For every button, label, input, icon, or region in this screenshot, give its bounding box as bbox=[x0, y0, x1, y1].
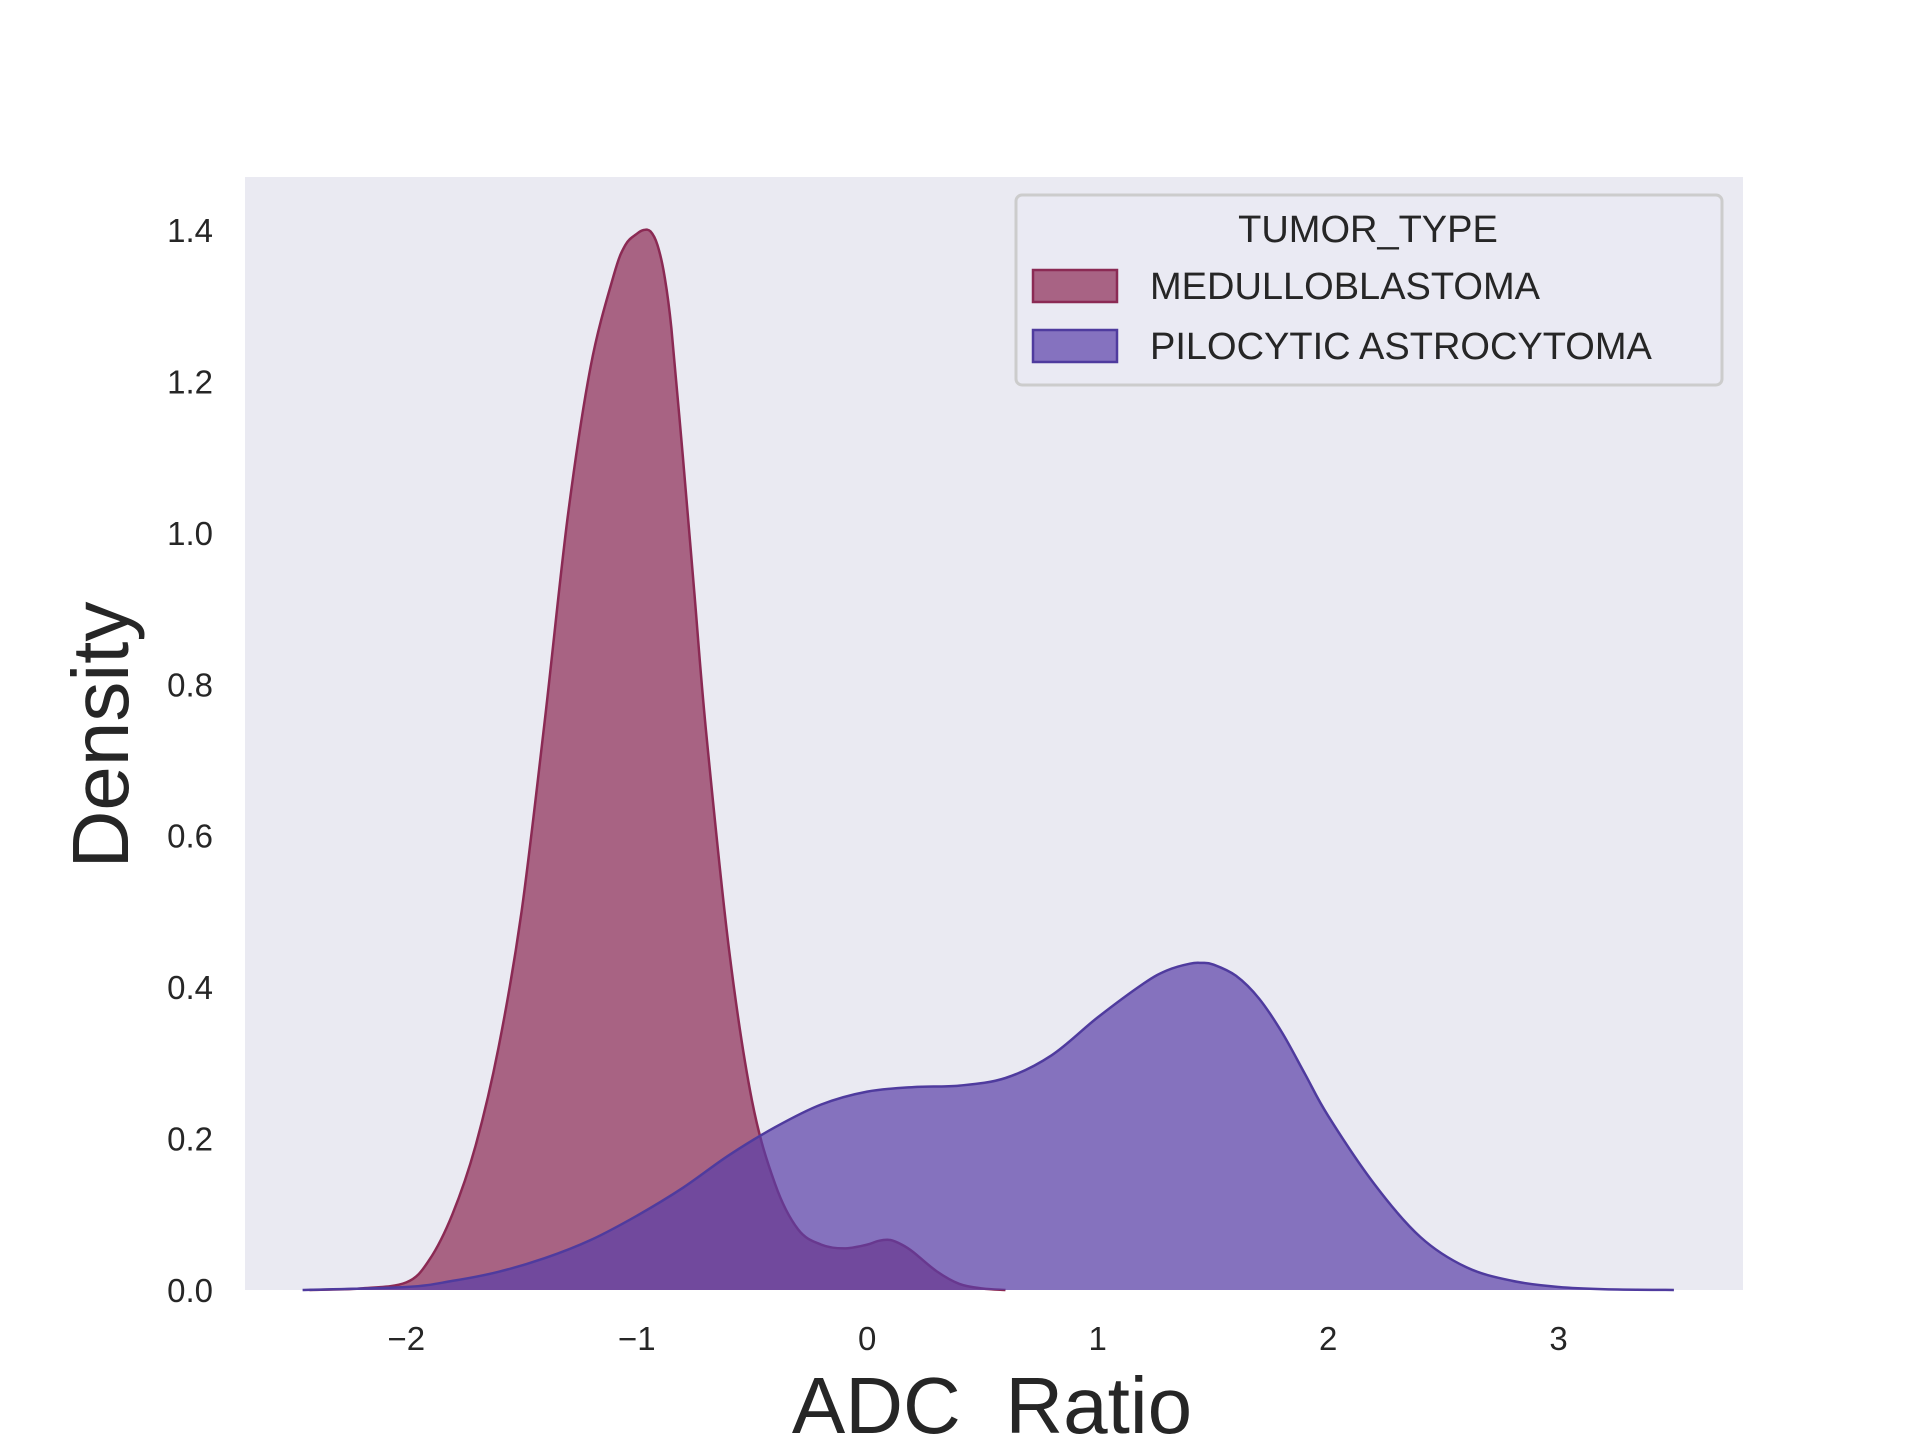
y-tick-label: 0.0 bbox=[167, 1272, 213, 1309]
y-tick-label: 1.0 bbox=[167, 515, 213, 552]
series-layer bbox=[302, 228, 1674, 1292]
y-tick-label: 1.4 bbox=[167, 212, 213, 249]
y-tick-label: 0.2 bbox=[167, 1121, 213, 1158]
y-tick-label: 0.6 bbox=[167, 818, 213, 855]
legend-title: TUMOR_TYPE bbox=[1238, 209, 1498, 251]
density-area-pilocytic-astrocytoma bbox=[302, 962, 1674, 1290]
legend-box bbox=[1014, 193, 1724, 387]
x-tick-label: 2 bbox=[1319, 1320, 1337, 1357]
legend-swatch-medulloblastoma bbox=[1031, 268, 1119, 304]
x-tick-label: 3 bbox=[1549, 1320, 1567, 1357]
density-line-pilocytic-astrocytoma bbox=[302, 961, 1674, 1292]
y-tick-label: 0.4 bbox=[167, 969, 213, 1006]
y-tick-label: 1.2 bbox=[167, 363, 213, 400]
x-tick-label: −2 bbox=[387, 1320, 425, 1357]
y-axis-title: Density bbox=[56, 602, 145, 869]
x-tick-label: 0 bbox=[858, 1320, 876, 1357]
x-tick-label: −1 bbox=[618, 1320, 656, 1357]
legend: TUMOR_TYPE MEDULLOBLASTOMA PILOCYTIC AST… bbox=[1014, 193, 1724, 387]
legend-swatch-pilocytic-astrocytoma bbox=[1031, 328, 1119, 364]
ticks-layer: −2 −1 0 1 2 3 0.0 0.2 0.4 0.6 0.8 1.0 1.2 1.4 bbox=[167, 212, 1568, 1357]
density-area-medulloblastoma bbox=[309, 229, 1006, 1290]
y-tick-label: 0.8 bbox=[167, 666, 213, 703]
legend-label-medulloblastoma: MEDULLOBLASTOMA bbox=[1150, 266, 1541, 308]
x-tick-label: 1 bbox=[1089, 1320, 1107, 1357]
legend-label-pilocytic-astrocytoma: PILOCYTIC ASTROCYTOMA bbox=[1150, 326, 1652, 368]
x-axis-title: ADC_Ratio bbox=[792, 1361, 1192, 1440]
